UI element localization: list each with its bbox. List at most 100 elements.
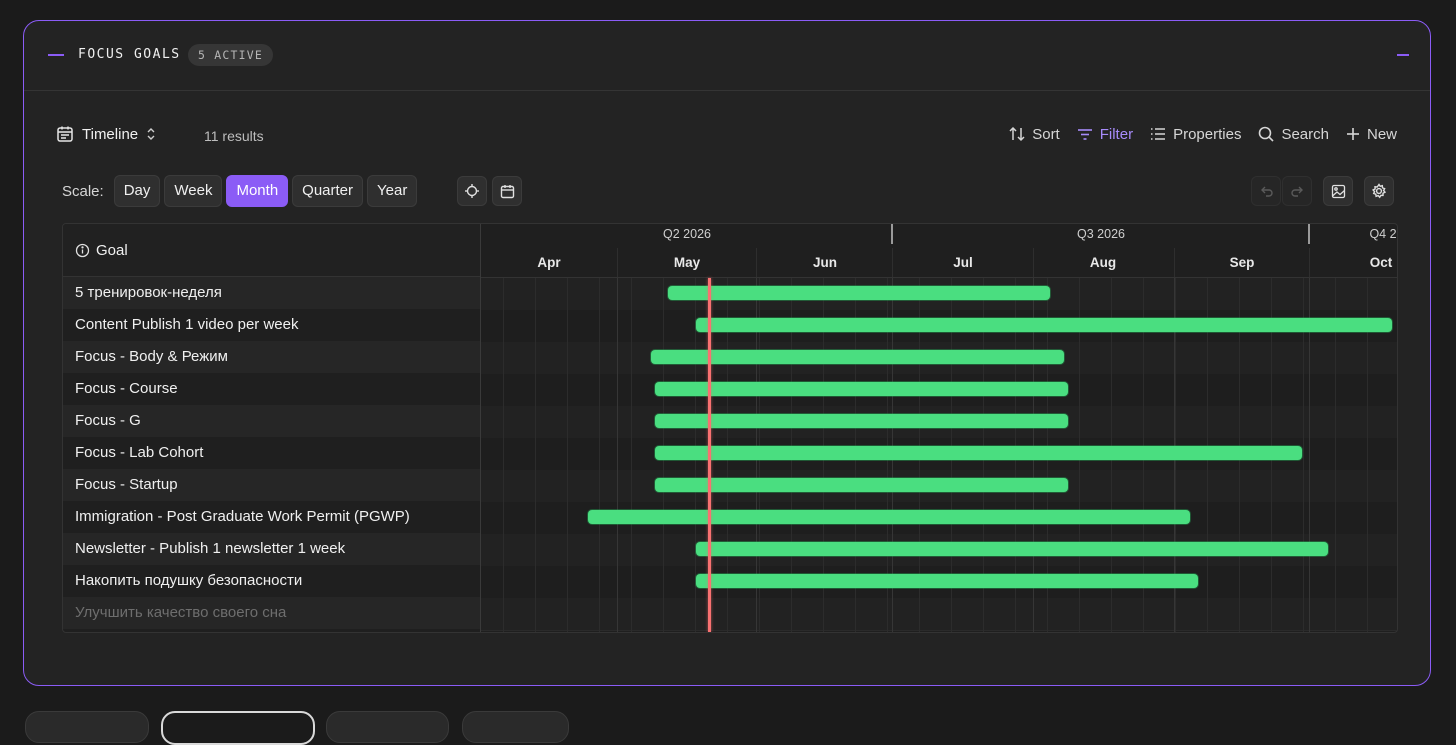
goal-bar[interactable] <box>651 350 1064 364</box>
goal-row-label[interactable]: Newsletter - Publish 1 newsletter 1 week <box>63 533 480 565</box>
quarter-separator <box>891 224 893 244</box>
undo-icon <box>1260 186 1273 197</box>
sort-icon <box>1009 126 1025 142</box>
filter-label: Filter <box>1099 125 1134 143</box>
goal-bar[interactable] <box>695 318 1392 332</box>
month-grid-line <box>617 278 618 632</box>
goal-row-label[interactable]: Content Publish 1 video per week <box>63 309 480 341</box>
calendar-icon <box>57 126 73 142</box>
bottom-tab[interactable] <box>462 711 569 743</box>
grid-line <box>567 278 568 632</box>
properties-label: Properties <box>1173 125 1242 143</box>
timeline-grid: Goal 5 тренировок-неделя Content Publish … <box>62 223 1398 633</box>
grid-line <box>535 278 536 632</box>
results-count: 11 results <box>204 128 264 144</box>
new-label: New <box>1366 125 1397 143</box>
scale-week-button[interactable]: Week <box>164 175 223 207</box>
goal-row-label[interactable]: Улучшить качество своего сна <box>63 597 480 629</box>
grid-line <box>1367 278 1368 632</box>
panel-title: FOCUS GOALS <box>78 47 181 62</box>
grid-line <box>599 278 600 632</box>
redo-icon <box>1290 186 1303 197</box>
goal-bar[interactable] <box>655 382 1068 396</box>
scale-month-button[interactable]: Month <box>226 175 289 207</box>
goal-bar[interactable] <box>655 446 1302 460</box>
image-icon <box>1331 184 1345 198</box>
redo-button[interactable] <box>1282 176 1312 206</box>
grid-line <box>631 278 632 632</box>
goal-bar[interactable] <box>655 478 1068 492</box>
quarter-separator <box>1308 224 1310 244</box>
month-separator <box>1309 248 1310 277</box>
month-label: Jul <box>953 255 973 270</box>
undo-button[interactable] <box>1251 176 1281 206</box>
goal-row-label[interactable]: Focus - Lab Cohort <box>63 437 480 469</box>
list-icon <box>1151 128 1166 140</box>
goal-row-label[interactable]: Focus - Body & Режим <box>63 341 480 373</box>
month-separator <box>617 248 618 277</box>
scale-row: Scale: Day Week Month Quarter Year <box>62 173 421 209</box>
quarter-label: Q2 2026 <box>663 227 711 241</box>
collapse-dash-icon[interactable] <box>48 54 64 56</box>
crosshair-icon <box>465 184 479 198</box>
goal-bar[interactable] <box>695 542 1328 556</box>
scale-day-button[interactable]: Day <box>113 175 161 207</box>
chevron-updown-icon <box>147 128 155 140</box>
search-label: Search <box>1281 125 1329 143</box>
goal-row-label[interactable]: Focus - G <box>63 405 480 437</box>
goal-column: Goal 5 тренировок-неделя Content Publish … <box>63 224 481 632</box>
grid-line <box>503 278 504 632</box>
jump-to-today-button[interactable] <box>457 176 487 206</box>
search-button[interactable]: Search <box>1257 125 1329 143</box>
bottom-tab[interactable] <box>25 711 149 743</box>
month-label: Jun <box>812 255 838 270</box>
date-picker-button[interactable] <box>492 176 522 206</box>
goal-row-label[interactable]: Focus - Startup <box>63 469 480 501</box>
grid-line <box>1303 278 1304 632</box>
quarter-header: Q2 2026 Q3 2026 Q4 2 <box>481 224 1397 248</box>
filter-button[interactable]: Filter <box>1076 125 1133 143</box>
focus-goals-panel: FOCUS GOALS 5 ACTIVE Timeline 11 results <box>23 20 1431 686</box>
minimize-dash-icon[interactable] <box>1397 54 1409 56</box>
month-separator <box>1033 248 1034 277</box>
bottom-tab-active[interactable] <box>161 711 315 745</box>
quarter-label: Q4 2 <box>1369 227 1397 241</box>
goal-row-label[interactable]: Focus - Course <box>63 373 480 405</box>
goal-row-label[interactable]: Накопить подушку безопасности <box>63 565 480 597</box>
goal-row-label[interactable]: Immigration - Post Graduate Work Permit … <box>63 501 480 533</box>
properties-button[interactable]: Properties <box>1149 125 1241 143</box>
month-header: Apr May Jun Jul Aug Sep Oct <box>481 248 1397 278</box>
goal-column-header[interactable]: Goal <box>63 224 480 277</box>
filter-icon <box>1077 129 1092 140</box>
goal-bar[interactable] <box>667 286 1050 300</box>
search-icon <box>1259 126 1275 142</box>
view-label: Timeline <box>82 125 139 143</box>
month-separator <box>756 248 757 277</box>
goal-row-label[interactable]: 5 тренировок-неделя <box>63 277 480 309</box>
plus-icon <box>1346 128 1359 140</box>
quarter-label: Q3 2026 <box>1077 227 1125 241</box>
goal-bar[interactable] <box>695 574 1198 588</box>
gear-icon <box>1371 183 1387 199</box>
settings-button[interactable] <box>1364 176 1394 206</box>
month-separator <box>1174 248 1175 277</box>
sort-button[interactable]: Sort <box>1008 125 1060 143</box>
goal-bar[interactable] <box>587 510 1190 524</box>
goal-bar[interactable] <box>655 414 1068 428</box>
export-image-button[interactable] <box>1323 176 1353 206</box>
view-switcher[interactable]: Timeline <box>56 125 156 143</box>
month-separator <box>892 248 893 277</box>
month-label: Oct <box>1369 255 1393 270</box>
month-label: Apr <box>537 255 561 270</box>
timeline-body <box>481 278 1397 632</box>
sort-label: Sort <box>1032 125 1060 143</box>
new-button[interactable]: New <box>1345 126 1397 143</box>
calendar-small-icon <box>500 184 514 198</box>
info-icon <box>75 243 90 257</box>
month-grid-line <box>1309 278 1310 632</box>
scale-label: Scale: <box>62 182 104 200</box>
scale-quarter-button[interactable]: Quarter <box>292 175 364 207</box>
bottom-tab[interactable] <box>326 711 449 743</box>
scale-year-button[interactable]: Year <box>367 175 418 207</box>
timeline-row[interactable] <box>481 598 1397 631</box>
